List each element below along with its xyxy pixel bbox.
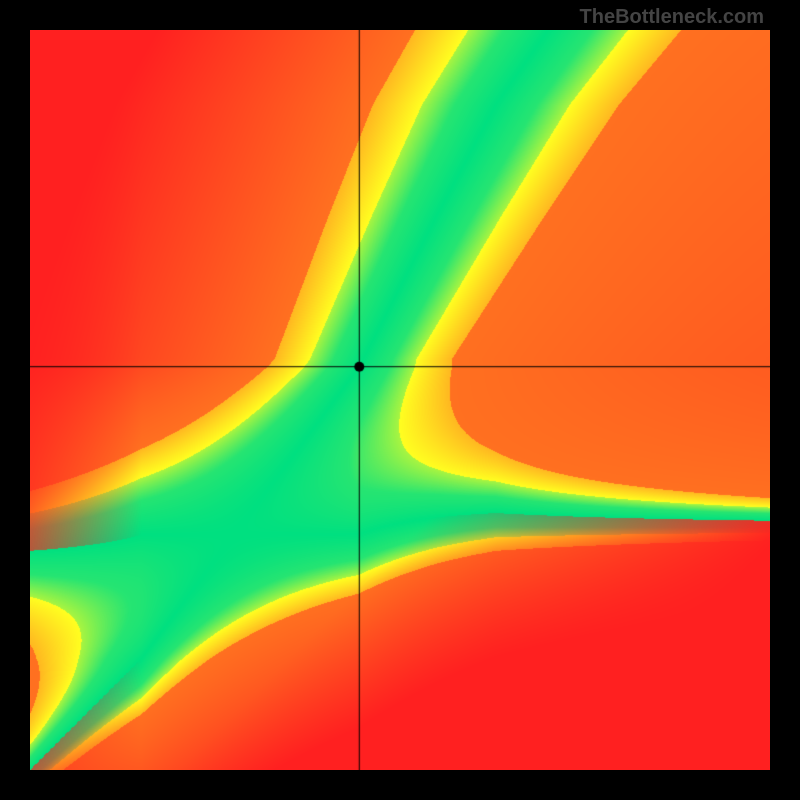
heatmap-chart [30,30,770,770]
watermark-text: TheBottleneck.com [580,6,764,29]
heatmap-canvas [30,30,770,770]
